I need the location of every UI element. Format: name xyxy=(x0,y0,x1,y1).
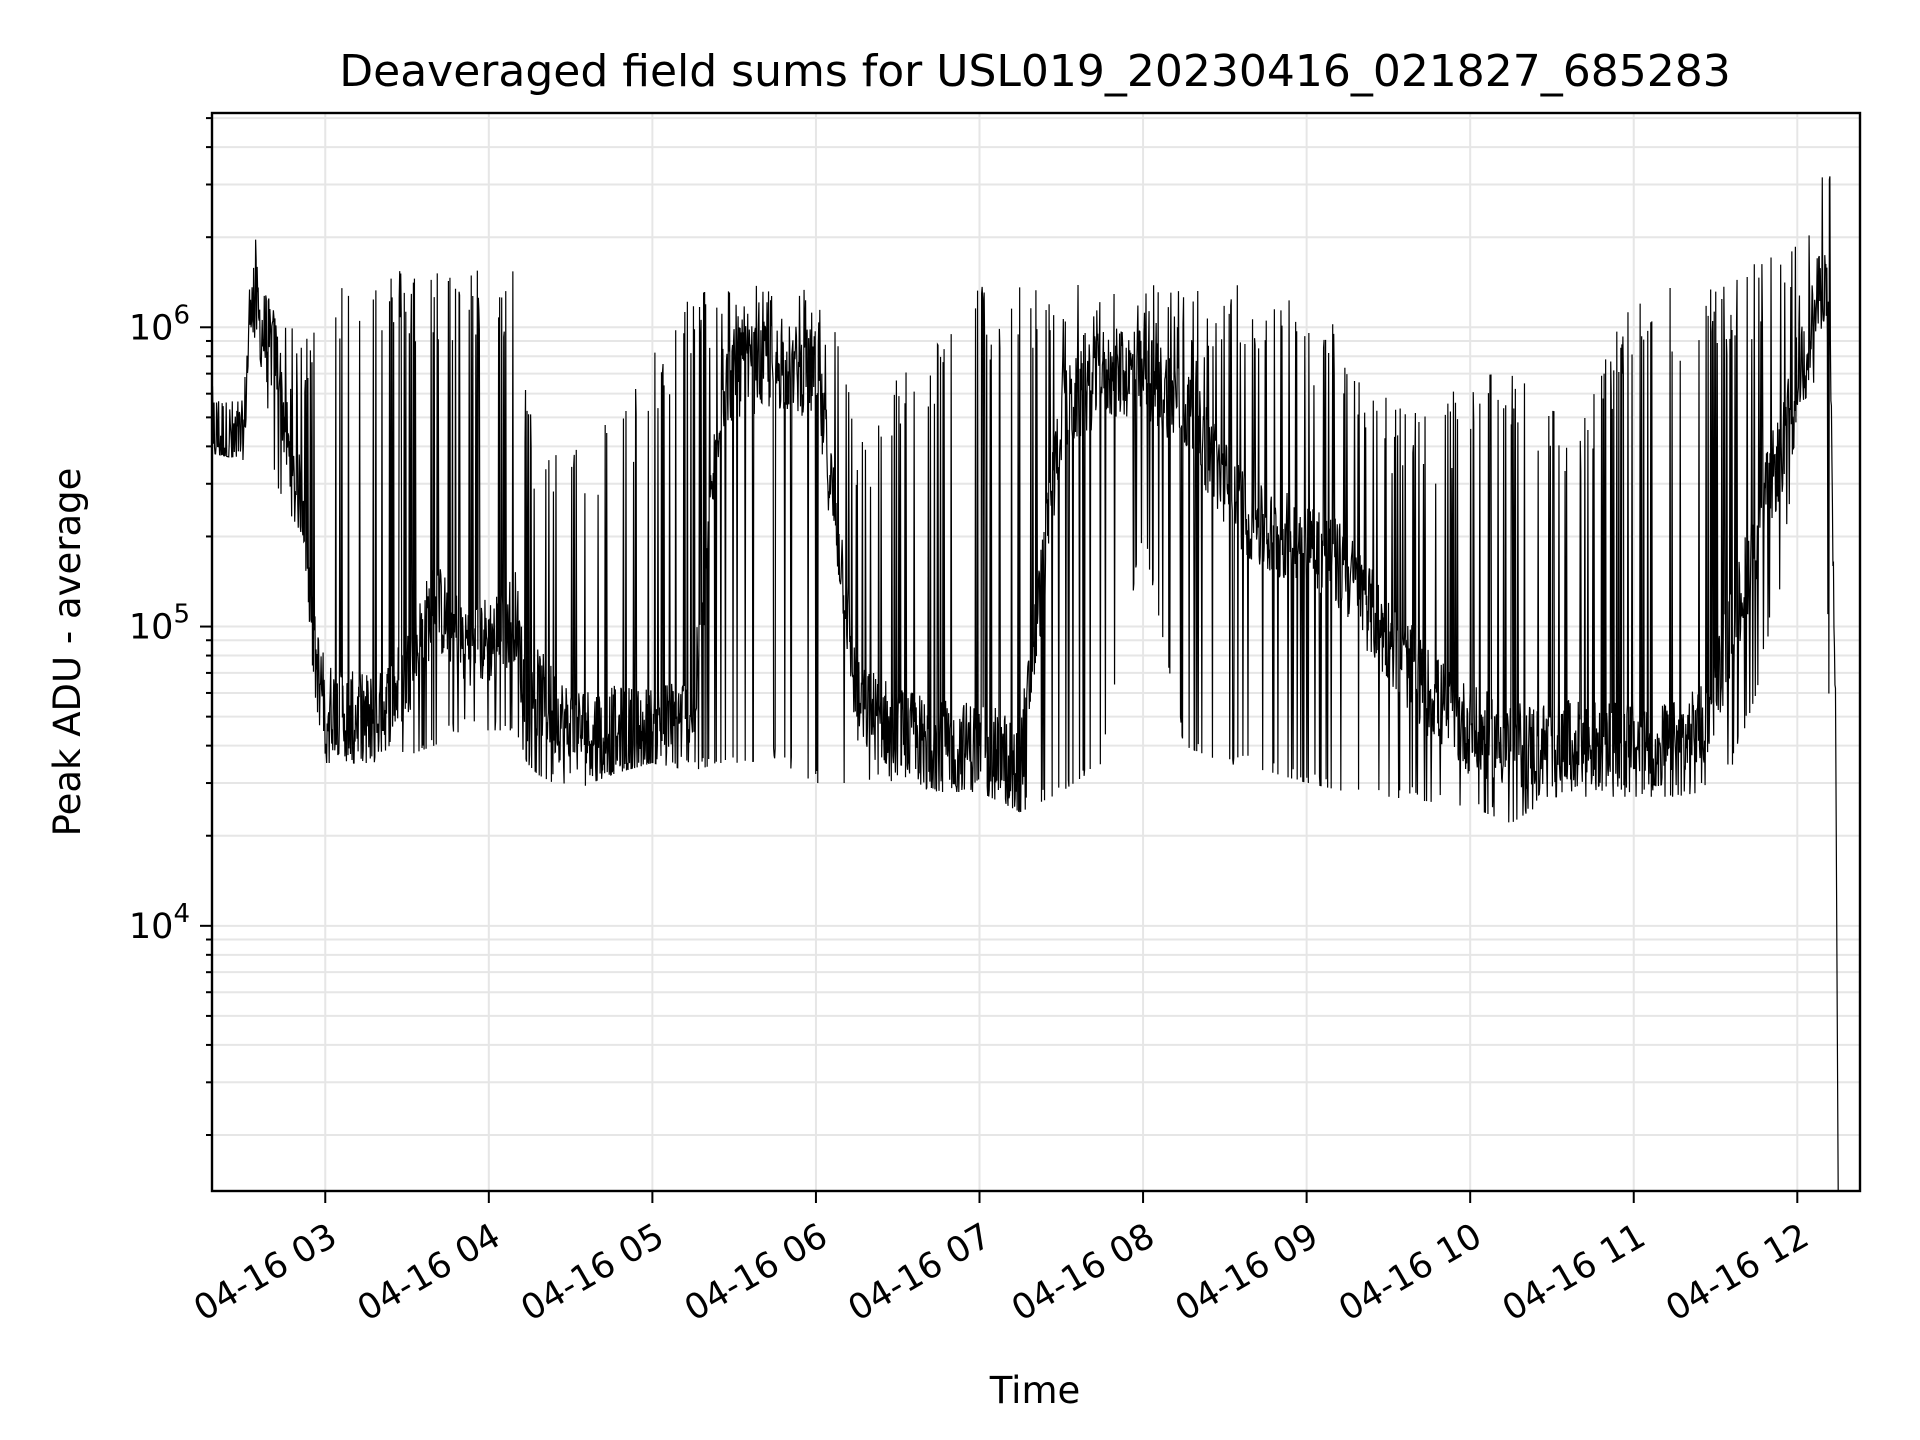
y-axis-label: Peak ADU - average xyxy=(46,468,89,837)
plot-area xyxy=(211,176,1839,1192)
x-axis-label: Time xyxy=(989,1369,1081,1412)
axes-frame xyxy=(210,111,1862,1193)
y-tick-label: 106 xyxy=(129,300,190,348)
data-series-line xyxy=(211,176,1839,1192)
chart-title: Deaveraged field sums for USL019_2023041… xyxy=(339,46,1731,97)
y-tick-label: 104 xyxy=(129,899,190,947)
y-axis-ticks: 104 105 106 xyxy=(129,117,212,1137)
grid-lines xyxy=(212,113,1860,1191)
y-tick-label: 105 xyxy=(129,600,190,648)
